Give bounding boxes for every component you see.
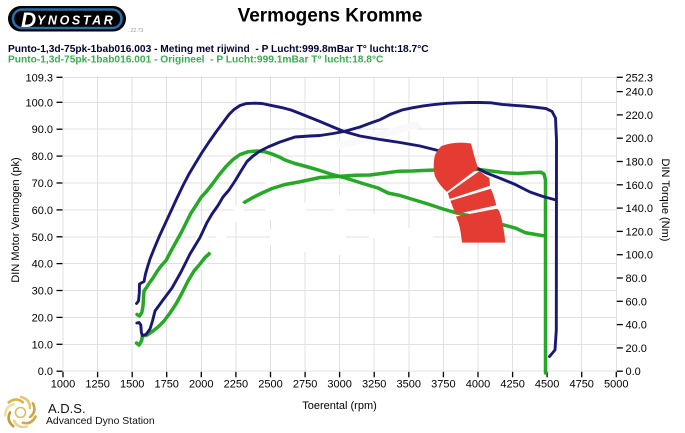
svg-text:100.0: 100.0 — [25, 97, 53, 109]
svg-text:Punto-1,3d-75pk-1bab016.001 -: Punto-1,3d-75pk-1bab016.001 - Origineel … — [8, 55, 384, 66]
svg-text:40.0: 40.0 — [32, 259, 53, 271]
svg-text:80.0: 80.0 — [32, 151, 53, 163]
svg-text:A.D.S.: A.D.S. — [48, 401, 86, 416]
svg-text:20.0: 20.0 — [626, 343, 647, 355]
svg-text:30.0: 30.0 — [32, 286, 53, 298]
svg-text:Punto-1,3d-75pk-1bab016.003 -: Punto-1,3d-75pk-1bab016.003 - Meting met… — [8, 44, 429, 55]
svg-text:1750: 1750 — [154, 379, 178, 391]
svg-text:60.0: 60.0 — [626, 296, 647, 308]
svg-text:100.0: 100.0 — [626, 250, 654, 262]
svg-text:DIN Motor Vermogen (pk): DIN Motor Vermogen (pk) — [10, 157, 22, 282]
svg-text:10.0: 10.0 — [32, 339, 53, 351]
svg-text:2000: 2000 — [189, 379, 213, 391]
svg-text:4750: 4750 — [569, 379, 593, 391]
svg-text:3250: 3250 — [362, 379, 386, 391]
svg-text:50.0: 50.0 — [32, 232, 53, 244]
svg-text:0.0: 0.0 — [38, 366, 53, 378]
svg-text:200.0: 200.0 — [626, 133, 654, 145]
svg-text:240.0: 240.0 — [626, 87, 654, 99]
svg-text:109.3: 109.3 — [25, 72, 53, 84]
svg-text:3000: 3000 — [327, 379, 351, 391]
svg-text:YNOSTAR: YNOSTAR — [37, 14, 115, 28]
svg-text:1000: 1000 — [51, 379, 75, 391]
svg-text:5000: 5000 — [604, 379, 628, 391]
svg-text:0.0: 0.0 — [626, 366, 641, 378]
svg-text:3750: 3750 — [431, 379, 455, 391]
svg-text:60.0: 60.0 — [32, 205, 53, 217]
svg-text:1500: 1500 — [120, 379, 144, 391]
svg-text:90.0: 90.0 — [32, 124, 53, 136]
svg-text:..22.73: ..22.73 — [128, 28, 144, 34]
svg-text:2250: 2250 — [224, 379, 248, 391]
svg-text:2750: 2750 — [293, 379, 317, 391]
svg-text:140.0: 140.0 — [626, 203, 654, 215]
svg-text:220.0: 220.0 — [626, 110, 654, 122]
svg-text:160.0: 160.0 — [626, 180, 654, 192]
svg-text:180.0: 180.0 — [626, 157, 654, 169]
svg-text:DIN Torque (Nm): DIN Torque (Nm) — [659, 159, 671, 242]
svg-text:Advanced Dyno Station: Advanced Dyno Station — [46, 416, 155, 427]
svg-text:D: D — [21, 9, 36, 32]
svg-text:1250: 1250 — [85, 379, 109, 391]
svg-text:Vermogens Kromme: Vermogens Kromme — [238, 6, 423, 27]
svg-text:2500: 2500 — [258, 379, 282, 391]
svg-text:80.0: 80.0 — [626, 273, 647, 285]
svg-text:20.0: 20.0 — [32, 312, 53, 324]
svg-text:4250: 4250 — [500, 379, 524, 391]
svg-text:40.0: 40.0 — [626, 320, 647, 332]
svg-text:4500: 4500 — [535, 379, 559, 391]
svg-text:70.0: 70.0 — [32, 178, 53, 190]
svg-text:4000: 4000 — [466, 379, 490, 391]
svg-text:252.3: 252.3 — [626, 72, 654, 84]
svg-text:Toerental (rpm): Toerental (rpm) — [302, 400, 377, 412]
svg-text:3500: 3500 — [397, 379, 421, 391]
svg-text:120.0: 120.0 — [626, 226, 654, 238]
